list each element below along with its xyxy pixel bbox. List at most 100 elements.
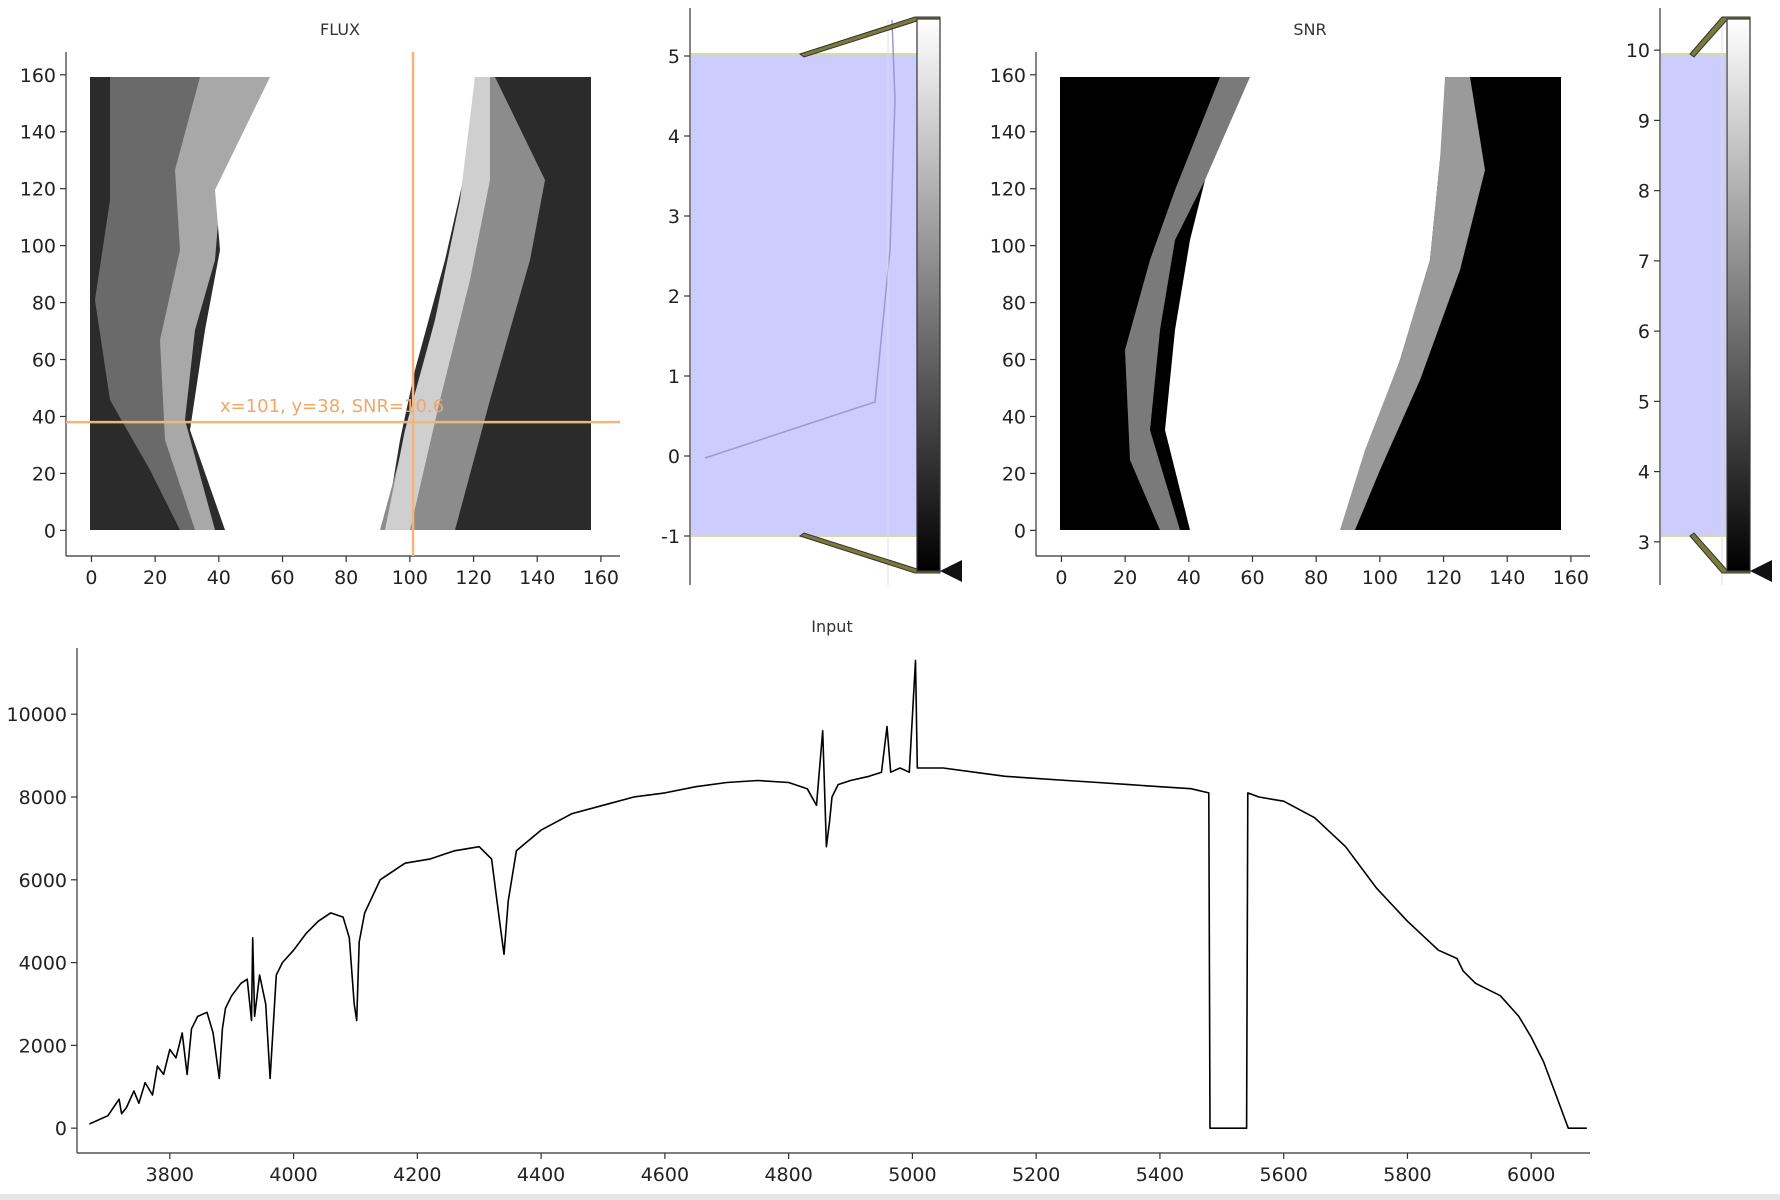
snr-xtick-label: 20 [1113,567,1137,589]
snr-ytick-label: 140 [990,122,1026,144]
flux-scale-ytick-label: 2 [668,286,680,308]
snr-scale-ticks: 3 4 5 6 7 8 9 10 [1626,40,1660,554]
flux-scale-ytick-label: 5 [668,46,680,68]
flux-ytick-label: 100 [20,236,56,258]
snr-ytick-label: 120 [990,179,1026,201]
flux-xtick-label: 160 [583,567,619,589]
flux-xtick-label: 60 [270,567,294,589]
input-xtick-label: 5000 [888,1164,936,1186]
flux-scale-ytick-label: -1 [661,526,680,548]
flux-xtick-label: 140 [519,567,555,589]
snr-scale-ytick-label: 7 [1638,251,1650,273]
flux-ytick-label: 160 [20,65,56,87]
snr-ytick-label: 100 [990,236,1026,258]
input-ytick-label: 0 [55,1118,67,1140]
snr-scale-ytick-label: 8 [1638,181,1650,203]
snr-xtick-label: 140 [1489,567,1525,589]
status-strip [0,1194,1780,1200]
flux-ytick-label: 20 [32,463,56,485]
crosshair-readout: x=101, y=38, SNR=10.6 [220,396,444,417]
input-ytick-label: 2000 [19,1035,67,1057]
flux-colorbar[interactable] [916,18,941,572]
flux-right-wing-highlight [385,77,490,530]
input-ytick-label: 6000 [19,870,67,892]
flux-crosshair[interactable]: x=101, y=38, SNR=10.6 [66,52,620,556]
input-xtick-label: 5200 [1012,1164,1060,1186]
snr-scale-range-fill[interactable] [1661,54,1726,536]
snr-bright-band[interactable] [1165,77,1450,530]
flux-scale-mapping-curve [704,19,896,459]
snr-left-edge [1125,77,1260,530]
flux-scale-ytick-label: 3 [668,206,680,228]
snr-colorbar-panel: 3 4 5 6 7 8 9 10 [1626,8,1772,585]
flux-xtick-label: 40 [207,567,231,589]
snr-xtick-label: 160 [1553,567,1589,589]
flux-colorbar-pointer[interactable] [940,560,962,582]
snr-ytick-label: 0 [1014,520,1026,542]
flux-scale-ytick-label: 1 [668,366,680,388]
snr-title: SNR [1293,20,1326,39]
input-xtick-label: 5800 [1383,1164,1431,1186]
snr-colorbar-pointer[interactable] [1750,560,1772,582]
flux-x-ticks: 0 20 40 60 80 100 120 140 160 [85,556,619,589]
flux-ytick-label: 40 [32,406,56,428]
input-spectrum-panel: Input 3800 4000 4200 4400 4600 4800 5000 5200 54… [7,617,1590,1186]
snr-scale-ytick-label: 9 [1638,110,1650,132]
input-xtick-label: 5600 [1260,1164,1308,1186]
flux-panel: FLUX 0 20 40 60 80 100 120 140 160 0 20 40 60 80 100 1… [20,20,620,589]
snr-y-ticks: 0 20 40 60 80 100 120 140 160 [990,65,1036,542]
snr-scale-ytick-label: 5 [1638,391,1650,413]
snr-scale-ytick-label: 4 [1638,462,1650,484]
snr-ytick-label: 60 [1002,350,1026,372]
input-ytick-label: 8000 [19,787,67,809]
flux-scale-ytick-label: 4 [668,126,680,148]
input-xtick-label: 4800 [764,1164,812,1186]
snr-ytick-label: 80 [1002,293,1026,315]
flux-xtick-label: 20 [143,567,167,589]
input-xtick-label: 4000 [269,1164,317,1186]
input-xtick-label: 6000 [1507,1164,1555,1186]
flux-scale-range-fill[interactable] [691,54,917,536]
snr-colorbar[interactable] [1726,18,1751,572]
snr-ytick-label: 20 [1002,463,1026,485]
input-xtick-label: 3800 [146,1164,194,1186]
snr-x-ticks: 0 20 40 60 80 100 120 140 160 [1055,556,1589,589]
input-xtick-label: 4200 [393,1164,441,1186]
flux-left-wing-highlight [160,77,275,530]
snr-scale-ytick-label: 6 [1638,321,1650,343]
snr-ytick-label: 160 [990,65,1026,87]
input-xtick-label: 4400 [517,1164,565,1186]
flux-ytick-label: 120 [20,179,56,201]
flux-scale-ticks: -1 0 1 2 3 4 5 [661,46,690,548]
input-ytick-label: 4000 [19,953,67,975]
flux-ytick-label: 80 [32,293,56,315]
snr-xtick-label: 80 [1304,567,1328,589]
flux-xtick-label: 100 [392,567,428,589]
snr-image[interactable] [1060,77,1561,530]
input-xtick-label: 4600 [641,1164,689,1186]
flux-colorbar-panel: -1 0 1 2 3 4 5 [661,8,962,585]
flux-ytick-label: 0 [44,520,56,542]
input-spectrum-line[interactable] [89,659,1587,1129]
snr-right-edge [1340,77,1485,530]
snr-xtick-label: 120 [1425,567,1461,589]
flux-bright-band[interactable] [190,77,475,530]
snr-xtick-label: 40 [1177,567,1201,589]
snr-scale-ytick-label: 10 [1626,40,1650,62]
input-xtick-label: 5400 [1136,1164,1184,1186]
flux-image[interactable] [90,77,591,530]
flux-y-ticks: 0 20 40 60 80 100 120 140 160 [20,65,66,542]
flux-xtick-label: 0 [85,567,97,589]
flux-xtick-label: 120 [455,567,491,589]
snr-xtick-label: 60 [1240,567,1264,589]
snr-scale-ytick-label: 3 [1638,532,1650,554]
flux-xtick-label: 80 [334,567,358,589]
input-y-ticks: 0 2000 4000 6000 8000 10000 [7,704,77,1140]
snr-xtick-label: 100 [1362,567,1398,589]
snr-ytick-label: 40 [1002,406,1026,428]
input-title: Input [811,617,852,636]
input-ytick-label: 10000 [7,704,67,726]
flux-scale-ytick-label: 0 [668,446,680,468]
input-x-ticks: 3800 4000 4200 4400 4600 4800 5000 5200 5400 5600… [146,1153,1555,1186]
